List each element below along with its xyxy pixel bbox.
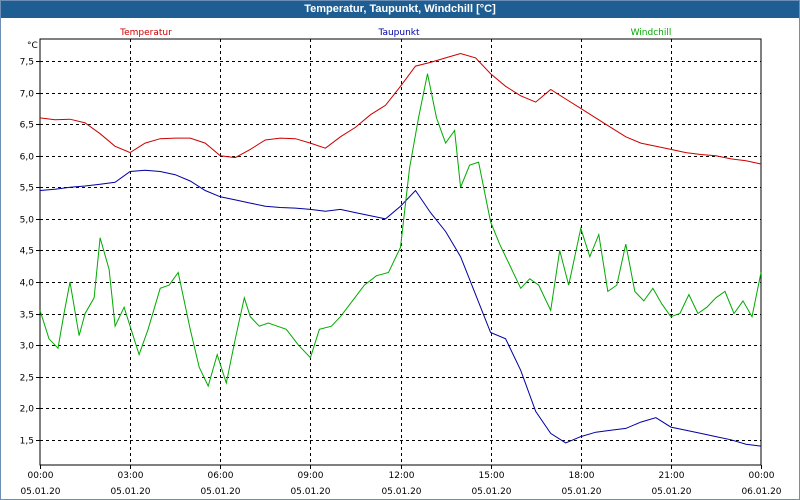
y-tick-label: 6,5 (20, 121, 34, 131)
y-tick-label: 6,0 (20, 153, 35, 163)
x-tick-date-label: 05.01.20 (561, 487, 601, 497)
x-tick-date-label: 05.01.20 (471, 487, 511, 497)
x-tick-time-label: 00:00 (28, 471, 54, 481)
x-tick-date-label: 05.01.20 (200, 487, 240, 497)
x-tick-time-label: 18:00 (569, 471, 595, 481)
x-tick-time-label: 12:00 (389, 471, 415, 481)
plot-area (39, 38, 762, 466)
x-tick-time-label: 00:00 (749, 471, 775, 481)
y-axis: 1,5 2,0 2,5 3,0 3,5 4,0 4,5 5,0 5,5 6,0 6,5 7,0 7,5 (20, 58, 40, 447)
y-tick-label: 1,5 (20, 437, 34, 447)
x-tick-date-label: 05.01.20 (290, 487, 330, 497)
y-tick-label: 4,5 (20, 247, 34, 257)
y-tick-label: 4,0 (20, 279, 35, 289)
grid (40, 39, 761, 465)
series-group (39, 52, 762, 447)
y-tick-label: 7,5 (20, 58, 34, 68)
series-line-taupunkt (39, 169, 762, 447)
legend-entry-temperatur: Temperatur (119, 28, 172, 38)
legend-entry-windchill: Windchill (631, 28, 672, 38)
y-tick-label: 7,0 (20, 90, 35, 100)
legend-entry-taupunkt: Taupunkt (377, 28, 420, 38)
y-tick-label: 2,5 (20, 374, 34, 384)
x-tick-time-label: 03:00 (118, 471, 144, 481)
series-line-windchill (39, 73, 762, 388)
y-tick-label: 5,0 (20, 216, 35, 226)
x-tick-date-label: 05.01.20 (381, 487, 421, 497)
legend: Temperatur Taupunkt Windchill (119, 28, 671, 38)
x-tick-date-label: 05.01.20 (110, 487, 150, 497)
x-tick-date-label: 05.01.20 (20, 487, 60, 497)
y-axis-label: °C (27, 41, 38, 51)
x-tick-time-label: 21:00 (659, 471, 685, 481)
x-tick-date-label: 06.01.20 (741, 487, 781, 497)
y-tick-label: 3,5 (20, 311, 34, 321)
x-tick-time-label: 06:00 (208, 471, 234, 481)
window-title: Temperatur, Taupunkt, Windchill [°C] (1, 1, 799, 18)
y-tick-label: 5,5 (20, 184, 34, 194)
series-line-temperatur (39, 52, 762, 165)
x-tick-date-label: 05.01.20 (651, 487, 691, 497)
y-tick-label: 3,0 (20, 342, 35, 352)
x-tick-time-label: 15:00 (479, 471, 505, 481)
x-tick-time-label: 09:00 (298, 471, 324, 481)
x-axis: 00:00 05.01.20 03:00 05.01.20 06:00 05.01.20 0… (20, 465, 782, 497)
y-tick-label: 2,0 (20, 405, 35, 415)
